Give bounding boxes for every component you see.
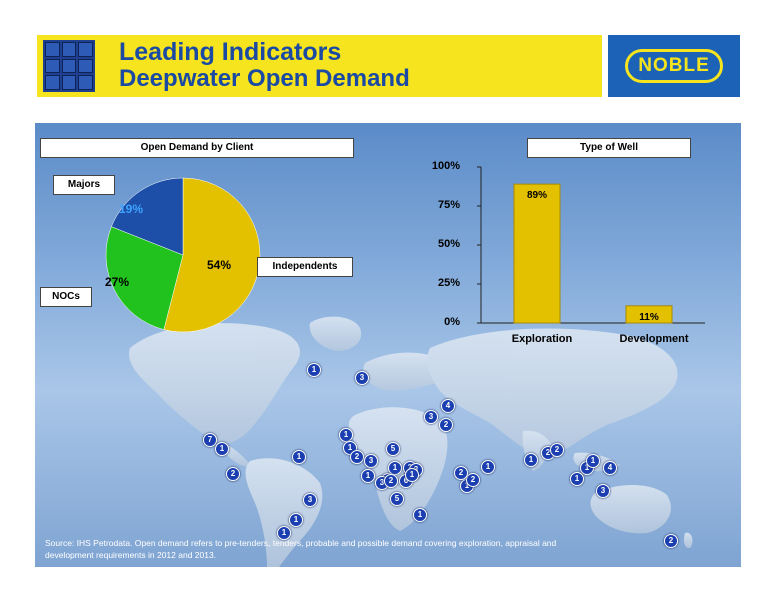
rig-count-marker[interactable]: 5 — [390, 492, 404, 506]
y-tick-50: 50% — [437, 238, 460, 250]
page-title: Leading Indicators — [119, 38, 342, 66]
rig-count-marker[interactable]: 1 — [277, 526, 291, 540]
rig-count-marker[interactable]: 1 — [586, 454, 600, 468]
header-banner: Leading Indicators Deepwater Open Demand — [37, 35, 602, 97]
rig-count-marker[interactable]: 2 — [350, 450, 364, 464]
bar-exploration — [513, 183, 561, 324]
rig-count-marker[interactable]: 1 — [524, 453, 538, 467]
rig-count-marker[interactable]: 1 — [215, 442, 229, 456]
x-cat-exploration: Exploration — [511, 333, 573, 345]
pie-pct-independents: 54% — [207, 258, 232, 272]
pie-pct-nocs: 27% — [105, 275, 130, 289]
rig-count-marker[interactable]: 2 — [439, 418, 453, 432]
pie-chart — [105, 177, 261, 333]
page-subtitle: Deepwater Open Demand — [119, 65, 410, 92]
y-tick-25: 25% — [437, 277, 460, 289]
rig-count-marker[interactable]: 1 — [292, 450, 306, 464]
rig-count-marker[interactable]: 3 — [303, 493, 317, 507]
rig-count-marker[interactable]: 1 — [289, 513, 303, 527]
y-tick-0: 0% — [444, 316, 460, 328]
rig-count-marker[interactable]: 2 — [454, 466, 468, 480]
rig-count-marker[interactable]: 1 — [405, 468, 419, 482]
pie-slice-majors — [111, 177, 184, 256]
rig-count-marker[interactable]: 2 — [384, 474, 398, 488]
pie-label-majors: Majors — [53, 175, 115, 195]
bar-value-label: 11% — [639, 311, 659, 323]
world-map-background — [129, 316, 693, 567]
x-cat-development: Development — [619, 333, 689, 345]
rig-count-marker[interactable]: 4 — [603, 461, 617, 475]
rig-count-marker[interactable]: 3 — [355, 371, 369, 385]
source-note: Source: IHS Petrodata. Open demand refer… — [45, 538, 557, 560]
rig-count-marker[interactable]: 3 — [424, 410, 438, 424]
rig-count-marker[interactable]: 7 — [203, 433, 217, 447]
rig-count-marker[interactable]: 1 — [570, 472, 584, 486]
rig-count-marker[interactable]: 1 — [388, 461, 402, 475]
rig-count-marker[interactable]: 2 — [466, 473, 480, 487]
rig-count-marker[interactable]: 1 — [339, 428, 353, 442]
pie-chart-title: Open Demand by Client — [40, 138, 354, 158]
brand-logo: NOBLE — [608, 35, 740, 97]
rig-count-marker[interactable]: 2 — [226, 467, 240, 481]
rig-count-marker[interactable]: 3 — [364, 454, 378, 468]
y-tick-75: 75% — [437, 199, 460, 211]
grid-logo-icon — [43, 40, 95, 92]
rig-count-marker[interactable]: 1 — [361, 469, 375, 483]
pie-label-independents: Independents — [257, 257, 353, 277]
pie-slice-nocs — [105, 226, 184, 330]
bar-value-label: 89% — [526, 190, 547, 202]
rig-count-marker[interactable]: 1 — [413, 508, 427, 522]
pie-label-nocs: NOCs — [40, 287, 92, 307]
content-panel: Open Demand by Client Majors NOCs Indepe… — [35, 123, 741, 567]
rig-count-marker[interactable]: 2 — [664, 534, 678, 548]
rig-count-marker[interactable]: 1 — [481, 460, 495, 474]
rig-count-marker[interactable]: 1 — [307, 363, 321, 377]
rig-count-marker[interactable]: 5 — [386, 442, 400, 456]
brand-name: NOBLE — [625, 49, 723, 83]
bar-chart — [477, 166, 705, 324]
rig-count-marker[interactable]: 2 — [550, 443, 564, 457]
bar-chart-title: Type of Well — [527, 138, 691, 158]
rig-count-marker[interactable]: 3 — [596, 484, 610, 498]
pie-pct-majors: 19% — [119, 202, 144, 216]
y-tick-100: 100% — [431, 160, 460, 172]
rig-count-marker[interactable]: 4 — [441, 399, 455, 413]
bar-development — [625, 305, 673, 324]
